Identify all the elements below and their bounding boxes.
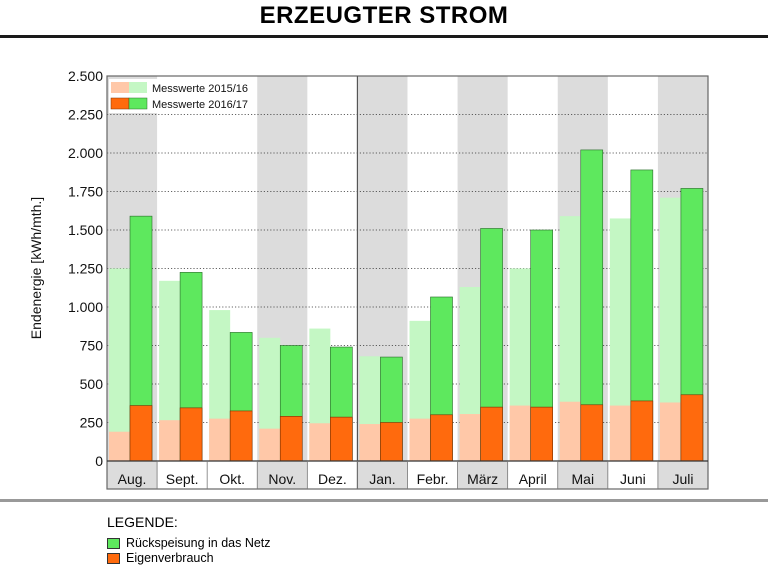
bar-2015-16-self-consumption (259, 428, 281, 461)
legend-label-self-consumption: Eigenverbrauch (126, 551, 214, 565)
legend-label-feed-in: Rückspeisung in das Netz (126, 536, 271, 550)
title-divider (0, 35, 768, 38)
y-tick-label: 0 (95, 453, 103, 469)
bar-2015-16-self-consumption (309, 423, 331, 461)
x-tick-label: Okt. (219, 471, 245, 487)
bar-2015-16-self-consumption (459, 414, 481, 461)
bar-2015-16-feed-in (659, 197, 681, 461)
bar-2016-17-self-consumption (680, 394, 704, 462)
inset-legend-swatch-orange (111, 82, 129, 93)
y-tick-label: 1.000 (68, 299, 103, 315)
legend-item-feed-in: Rückspeisung in das Netz (107, 536, 271, 550)
y-tick-label: 250 (80, 415, 104, 431)
x-tick-label: Nov. (268, 471, 296, 487)
bar-2016-17-self-consumption (229, 410, 253, 462)
bar-2015-16-self-consumption (109, 431, 130, 461)
inset-legend-swatch-green (128, 97, 148, 110)
x-tick-label: Juli (672, 471, 693, 487)
inset-legend-swatch-orange (110, 97, 130, 110)
bar-2016-17-self-consumption (580, 404, 604, 462)
y-tick-label: 500 (80, 376, 104, 392)
bar-2016-17-self-consumption (430, 414, 453, 462)
inset-legend-label: Messwerte 2015/16 (152, 83, 248, 95)
x-tick-label: Sept. (166, 471, 199, 487)
bar-2016-17-self-consumption (129, 405, 153, 462)
y-tick-label: 2.250 (68, 107, 103, 123)
legend-title: LEGENDE: (107, 514, 178, 530)
x-tick-label: Aug. (118, 471, 147, 487)
bar-2015-16-self-consumption (659, 402, 681, 461)
bar-2016-17-self-consumption (630, 400, 654, 462)
x-tick-label: Febr. (417, 471, 449, 487)
y-tick-label: 1.750 (68, 184, 103, 200)
y-axis-label: Endenergie [kWh/mth.] (28, 197, 44, 339)
bar-2016-17-self-consumption (530, 406, 553, 462)
y-tick-label: 2.000 (68, 145, 103, 161)
inset-legend-label: Messwerte 2016/17 (152, 99, 248, 111)
bar-2015-16-self-consumption (609, 405, 631, 461)
bar-2016-17-self-consumption (480, 406, 503, 462)
x-tick-label: Mai (572, 471, 595, 487)
legend-item-self-consumption: Eigenverbrauch (107, 551, 214, 565)
x-tick-label: März (467, 471, 498, 487)
page-title: ERZEUGTER STROM (259, 2, 509, 29)
bar-2015-16-feed-in (109, 268, 130, 461)
legend-swatch-green (107, 537, 120, 549)
bar-2016-17-self-consumption (279, 416, 303, 462)
bar-2015-16-self-consumption (559, 401, 581, 461)
x-tick-label: Dez. (318, 471, 347, 487)
bar-2016-17-self-consumption (330, 416, 353, 462)
bottom-divider (0, 499, 768, 502)
bar-2015-16-self-consumption (509, 405, 531, 461)
legend-swatch-orange (107, 552, 120, 564)
y-tick-label: 1.500 (68, 222, 103, 238)
y-tick-label: 1.250 (68, 261, 103, 277)
inset-legend-swatch-green (129, 82, 147, 93)
x-tick-label: Juni (620, 471, 646, 487)
energy-chart: Aug. Sept. Okt. Nov. Dez. Jan. Febr. März April M… (28, 68, 709, 490)
x-tick-label: Jan. (369, 471, 395, 487)
bar-2015-16-self-consumption (359, 424, 381, 461)
bar-2016-17-self-consumption (179, 407, 203, 462)
x-tick-label: April (519, 471, 547, 487)
y-tick-label: 750 (80, 338, 104, 354)
bar-2015-16-self-consumption (409, 418, 431, 461)
y-tick-label: 2.500 (68, 68, 103, 84)
bar-2015-16-self-consumption (159, 420, 181, 461)
bar-2015-16-self-consumption (209, 418, 231, 461)
bar-2016-17-self-consumption (380, 422, 403, 462)
bar-2015-16-feed-in (559, 216, 581, 461)
bar-2015-16-feed-in (609, 218, 631, 461)
bar-2015-16-feed-in (159, 280, 181, 461)
